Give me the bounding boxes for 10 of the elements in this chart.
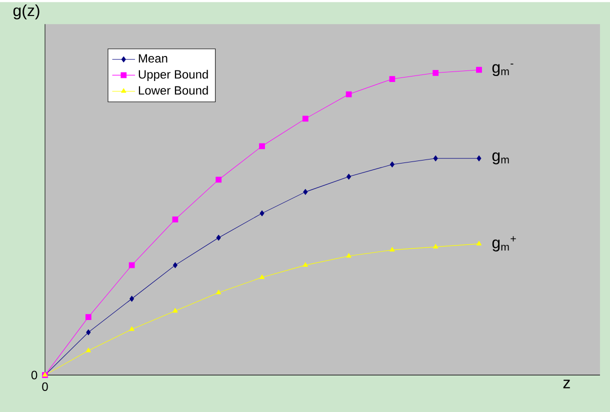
y-axis-title: g(z) — [13, 4, 40, 20]
legend-label: Lower Bound — [138, 86, 208, 95]
legend-label: Mean — [138, 54, 168, 63]
text: 0 — [42, 382, 48, 391]
annotation: g$_{m}$+ — [492, 236, 516, 252]
annotation: g$_{m}$- — [492, 64, 514, 76]
x-axis-title: z — [563, 380, 570, 388]
annotation: 0 — [31, 370, 38, 380]
legend-label: Upper Bound — [138, 70, 208, 81]
annotation: g$_{m}$ — [492, 152, 509, 164]
